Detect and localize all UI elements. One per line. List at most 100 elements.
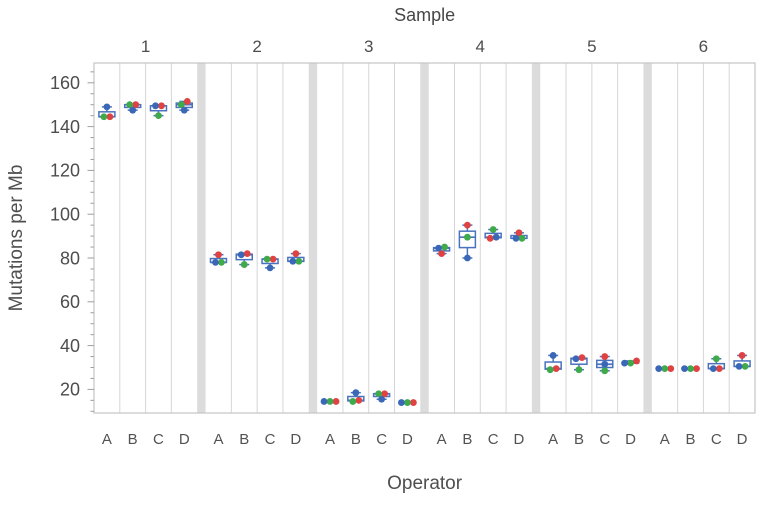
- y-tick-label: 160: [50, 73, 80, 93]
- replicate-point-green: [404, 399, 411, 406]
- y-tick-label: 60: [60, 292, 80, 312]
- replicate-point-green: [519, 235, 526, 242]
- y-tick-label: 20: [60, 380, 80, 400]
- replicate-point-green: [490, 226, 497, 233]
- replicate-point-red: [693, 365, 700, 372]
- replicate-point-red: [410, 399, 417, 406]
- replicate-point-green: [464, 234, 471, 241]
- replicate-point-green: [241, 261, 248, 268]
- replicate-point-blue: [321, 398, 328, 405]
- operator-tick-label: B: [239, 431, 249, 448]
- replicate-point-green: [576, 366, 583, 373]
- replicate-point-blue: [129, 107, 136, 114]
- replicate-point-green: [100, 113, 107, 120]
- operator-tick-label: D: [290, 431, 301, 448]
- operator-tick-label: A: [437, 431, 447, 448]
- replicate-point-green: [661, 365, 668, 372]
- sample-separator-band: [309, 63, 317, 413]
- replicate-point-green: [218, 259, 225, 266]
- y-tick-label: 120: [50, 161, 80, 181]
- replicate-point-red: [601, 353, 608, 360]
- replicate-point-blue: [513, 235, 520, 242]
- replicate-point-green: [601, 367, 608, 374]
- y-tick-label: 140: [50, 117, 80, 137]
- operator-tick-label: C: [153, 431, 164, 448]
- operator-tick-label: A: [660, 431, 670, 448]
- sample-group-label: 2: [252, 37, 261, 56]
- replicate-point-green: [547, 366, 554, 373]
- replicate-point-red: [292, 250, 299, 257]
- y-tick-label: 40: [60, 336, 80, 356]
- replicate-point-green: [264, 256, 271, 263]
- y-tick-label: 100: [50, 205, 80, 225]
- sample-separator-band: [420, 63, 428, 413]
- replicate-point-blue: [550, 352, 557, 359]
- replicate-point-blue: [152, 102, 159, 109]
- sample-group-label: 5: [587, 37, 596, 56]
- replicate-point-blue: [621, 360, 628, 367]
- operator-tick-label: D: [625, 431, 636, 448]
- replicate-point-blue: [378, 396, 385, 403]
- operator-tick-label: B: [128, 431, 138, 448]
- replicate-point-green: [295, 258, 302, 265]
- operator-tick-label: C: [488, 431, 499, 448]
- replicate-point-red: [244, 250, 251, 257]
- sample-separator-band: [532, 63, 540, 413]
- operator-tick-label: D: [179, 431, 190, 448]
- replicate-point-green: [327, 398, 334, 405]
- replicate-point-red: [667, 365, 674, 372]
- replicate-point-green: [441, 244, 448, 251]
- replicate-point-red: [106, 113, 113, 120]
- replicate-point-red: [716, 365, 723, 372]
- replicate-point-blue: [103, 103, 110, 110]
- operator-tick-label: C: [265, 431, 276, 448]
- replicate-point-blue: [352, 389, 359, 396]
- operator-tick-label: D: [737, 431, 748, 448]
- operator-tick-label: B: [351, 431, 361, 448]
- replicate-point-blue: [267, 264, 274, 271]
- replicate-point-blue: [601, 361, 608, 368]
- replicate-point-red: [633, 358, 640, 365]
- replicate-point-blue: [464, 255, 471, 262]
- replicate-point-blue: [736, 363, 743, 370]
- replicate-point-blue: [493, 234, 500, 241]
- replicate-point-red: [487, 235, 494, 242]
- y-axis-title: Mutations per Mb: [6, 165, 27, 312]
- sample-separator-band: [643, 63, 651, 413]
- replicate-point-green: [713, 355, 720, 362]
- replicate-point-blue: [238, 251, 245, 258]
- operator-tick-label: A: [102, 431, 112, 448]
- replicate-point-blue: [289, 258, 296, 265]
- top-axis-title: Sample: [394, 5, 455, 25]
- replicate-point-red: [553, 365, 560, 372]
- operator-tick-label: D: [514, 431, 525, 448]
- x-axis-title: Operator: [387, 473, 463, 494]
- operator-tick-label: C: [376, 431, 387, 448]
- replicate-point-green: [155, 112, 162, 119]
- replicate-point-green: [687, 365, 694, 372]
- sample-separator-band: [197, 63, 205, 413]
- replicate-point-green: [627, 360, 634, 367]
- sample-group-label: 1: [141, 37, 150, 56]
- replicate-point-red: [333, 398, 340, 405]
- operator-tick-label: B: [686, 431, 696, 448]
- sample-group-label: 3: [364, 37, 373, 56]
- sample-group-label: 4: [476, 37, 485, 56]
- operator-tick-label: B: [462, 431, 472, 448]
- replicate-point-red: [579, 354, 586, 361]
- replicate-point-red: [270, 256, 277, 263]
- operator-tick-label: D: [402, 431, 413, 448]
- replicate-point-red: [355, 397, 362, 404]
- replicate-point-blue: [398, 399, 405, 406]
- operator-tick-label: A: [548, 431, 558, 448]
- operator-tick-label: B: [574, 431, 584, 448]
- replicate-point-red: [739, 352, 746, 359]
- replicate-point-green: [349, 398, 356, 405]
- operator-tick-label: A: [325, 431, 335, 448]
- replicate-point-blue: [212, 259, 219, 266]
- replicate-point-red: [184, 98, 191, 105]
- replicate-point-blue: [681, 365, 688, 372]
